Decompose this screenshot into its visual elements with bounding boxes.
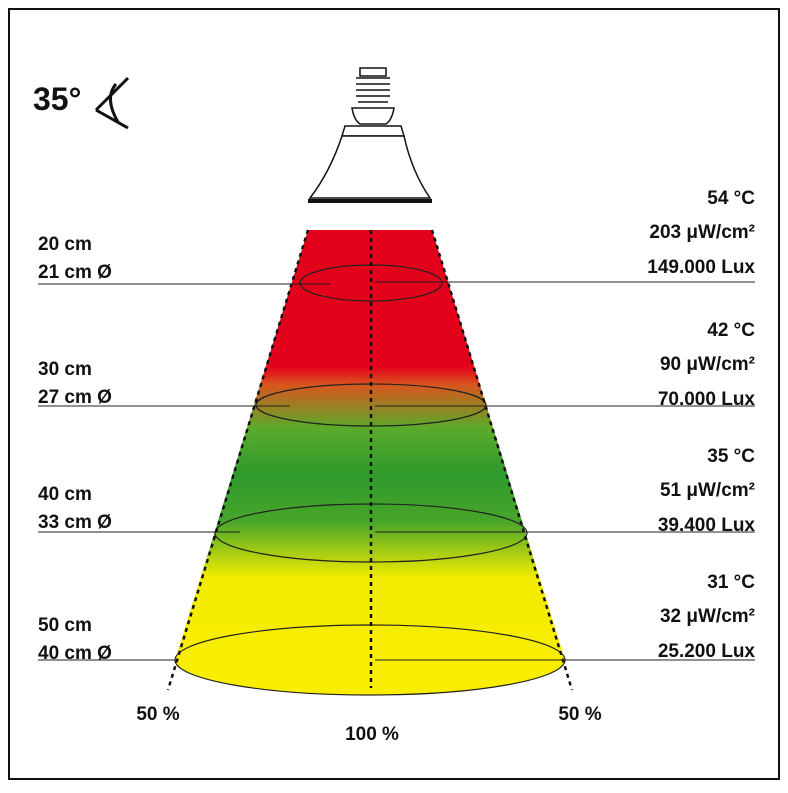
edge-percent-right: 50 % [558,704,601,725]
angle-label: 35° [33,81,81,117]
diameter: 27 cm Ø [38,387,112,408]
temperature: 54 °C [707,188,755,209]
diameter: 21 cm Ø [38,262,112,283]
uv-intensity: 203 μW/cm² [649,222,755,243]
angle-icon [94,76,130,130]
lamp [308,67,432,203]
uv-intensity: 32 μW/cm² [660,606,755,627]
temperature: 35 °C [707,446,755,467]
center-percent: 100 % [345,724,399,745]
edge-percent-left: 50 % [136,704,179,725]
diameter: 33 cm Ø [38,512,112,533]
labels: 20 cm 21 cm Ø 54 °C 203 μW/cm² 149.000 Lux 30… [38,188,755,664]
distance: 40 cm [38,484,92,505]
lux: 39.400 Lux [658,515,756,536]
lux: 70.000 Lux [658,389,756,410]
temperature: 31 °C [707,572,755,593]
distance: 20 cm [38,234,92,255]
diameter: 40 cm Ø [38,643,112,664]
distance: 30 cm [38,359,92,380]
lux: 149.000 Lux [647,257,755,278]
lux: 25.200 Lux [658,641,756,662]
uv-intensity: 90 μW/cm² [660,354,755,375]
beam-edges [166,229,574,691]
uv-intensity: 51 μW/cm² [660,480,755,501]
leader-lines [38,281,755,661]
temperature: 42 °C [707,320,755,341]
distance: 50 cm [38,615,92,636]
